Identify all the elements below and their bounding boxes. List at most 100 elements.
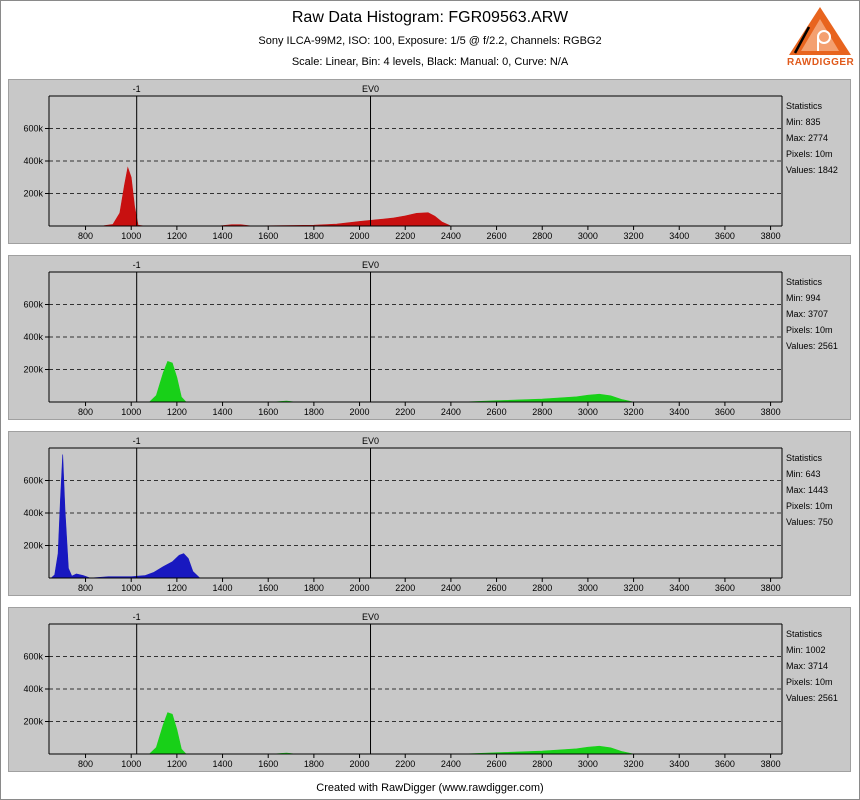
histogram-chart-g: 200k 400k 600k -1 EV0 800 1000 1200 1400 1600 1800… (23, 260, 783, 417)
stats-min: Min: 643 (786, 469, 821, 479)
y-tick-label: 200k (23, 189, 43, 199)
x-tick-label: 2000 (350, 759, 370, 769)
x-tick-label: 2800 (532, 407, 552, 417)
x-tick-label: 2400 (441, 407, 461, 417)
x-tick-label: 1600 (258, 407, 278, 417)
statistics-r: Statistics Min: 835 Max: 2774 Pixels: 10… (786, 98, 838, 178)
histogram-area (148, 361, 634, 403)
x-tick-label: 2000 (350, 407, 370, 417)
x-tick-label: 1800 (304, 583, 324, 593)
x-tick-label: 3600 (715, 407, 735, 417)
y-tick-label: 400k (23, 156, 43, 166)
ev-marker-label: -1 (133, 260, 141, 270)
y-tick-label: 400k (23, 684, 43, 694)
histogram-panel-g: 200k 400k 600k -1 EV0 800 1000 1200 1400 1600 1800… (8, 255, 851, 420)
ev-marker-label: -1 (133, 84, 141, 94)
stats-max: Max: 3714 (786, 661, 829, 671)
x-tick-label: 2600 (487, 231, 507, 241)
stats-min: Min: 1002 (786, 645, 826, 655)
histogram-area (92, 166, 452, 227)
x-tick-label: 800 (78, 759, 93, 769)
x-tick-label: 2600 (487, 583, 507, 593)
ev-marker-label: EV0 (362, 84, 379, 94)
histogram-chart-r: 200k 400k 600k -1 EV0 800 1000 1200 1400 1600 1800… (23, 84, 783, 241)
x-tick-label: 1800 (304, 407, 324, 417)
x-tick-label: 3400 (669, 407, 689, 417)
x-tick-label: 1000 (121, 231, 141, 241)
ev-marker-label: -1 (133, 436, 141, 446)
x-tick-label: 1000 (121, 407, 141, 417)
x-tick-label: 3000 (578, 759, 598, 769)
histogram-chart-b: 200k 400k 600k -1 EV0 800 1000 1200 1400 1600 1800… (23, 436, 783, 593)
x-tick-label: 3200 (624, 583, 644, 593)
histogram-panel-r: 200k 400k 600k -1 EV0 800 1000 1200 1400 1600 1800… (8, 79, 851, 244)
stats-values: Values: 750 (786, 517, 833, 527)
stats-values: Values: 2561 (786, 693, 838, 703)
stats-pixels: Pixels: 10m (786, 149, 833, 159)
x-tick-label: 1000 (121, 583, 141, 593)
x-tick-label: 3000 (578, 407, 598, 417)
footer-credit: Created with RawDigger (www.rawdigger.co… (316, 782, 544, 794)
stats-pixels: Pixels: 10m (786, 501, 833, 511)
x-tick-label: 2400 (441, 583, 461, 593)
stats-max: Max: 2774 (786, 133, 829, 143)
logo-text: RAWDIGGER (787, 57, 855, 68)
x-tick-label: 1200 (167, 759, 187, 769)
x-tick-label: 2200 (395, 407, 415, 417)
histogram-area (148, 712, 634, 755)
x-tick-label: 1200 (167, 583, 187, 593)
statistics-g: Statistics Min: 994 Max: 3707 Pixels: 10… (786, 274, 838, 354)
y-tick-label: 200k (23, 541, 43, 551)
statistics-b: Statistics Min: 643 Max: 1443 Pixels: 10… (786, 450, 833, 530)
ev-marker-label: -1 (133, 612, 141, 622)
y-tick-label: 600k (23, 300, 43, 310)
x-tick-label: 1000 (121, 759, 141, 769)
x-tick-label: 3800 (761, 407, 781, 417)
stats-pixels: Pixels: 10m (786, 325, 833, 335)
y-tick-label: 400k (23, 508, 43, 518)
x-tick-label: 3400 (669, 759, 689, 769)
x-tick-label: 3400 (669, 583, 689, 593)
x-tick-label: 1200 (167, 407, 187, 417)
x-tick-label: 3200 (624, 759, 644, 769)
x-tick-label: 1800 (304, 759, 324, 769)
ev-marker-label: EV0 (362, 260, 379, 270)
x-tick-label: 800 (78, 407, 93, 417)
x-tick-label: 2600 (487, 759, 507, 769)
stats-values: Values: 2561 (786, 341, 838, 351)
x-tick-label: 2000 (350, 231, 370, 241)
x-tick-label: 1400 (213, 407, 233, 417)
stats-max: Max: 1443 (786, 485, 829, 495)
x-tick-label: 2800 (532, 583, 552, 593)
rawdigger-logo: RAWDIGGER (787, 5, 855, 75)
x-tick-label: 3800 (761, 583, 781, 593)
stats-values: Values: 1842 (786, 165, 838, 175)
stats-min: Min: 994 (786, 293, 821, 303)
stats-min: Min: 835 (786, 117, 821, 127)
x-tick-label: 2200 (395, 583, 415, 593)
histogram-chart-g2: 200k 400k 600k -1 EV0 800 1000 1200 1400 1600 1800… (23, 612, 783, 769)
x-tick-label: 3200 (624, 231, 644, 241)
x-tick-label: 1600 (258, 231, 278, 241)
ev-marker-label: EV0 (362, 436, 379, 446)
x-tick-label: 1600 (258, 759, 278, 769)
y-tick-label: 200k (23, 365, 43, 375)
stats-title: Statistics (786, 101, 823, 111)
x-tick-label: 1400 (213, 231, 233, 241)
x-tick-label: 2400 (441, 231, 461, 241)
y-tick-label: 600k (23, 124, 43, 134)
x-tick-label: 1200 (167, 231, 187, 241)
x-tick-label: 800 (78, 583, 93, 593)
histogram-panel-g2: 200k 400k 600k -1 EV0 800 1000 1200 1400 1600 1800… (8, 607, 851, 772)
x-tick-label: 3200 (624, 407, 644, 417)
histogram-area (50, 454, 201, 579)
y-tick-label: 600k (23, 476, 43, 486)
x-tick-label: 2400 (441, 759, 461, 769)
x-tick-label: 800 (78, 231, 93, 241)
y-tick-label: 200k (23, 717, 43, 727)
scale-info: Scale: Linear, Bin: 4 levels, Black: Man… (291, 56, 569, 68)
x-tick-label: 2800 (532, 231, 552, 241)
x-tick-label: 1400 (213, 583, 233, 593)
x-tick-label: 3600 (715, 231, 735, 241)
